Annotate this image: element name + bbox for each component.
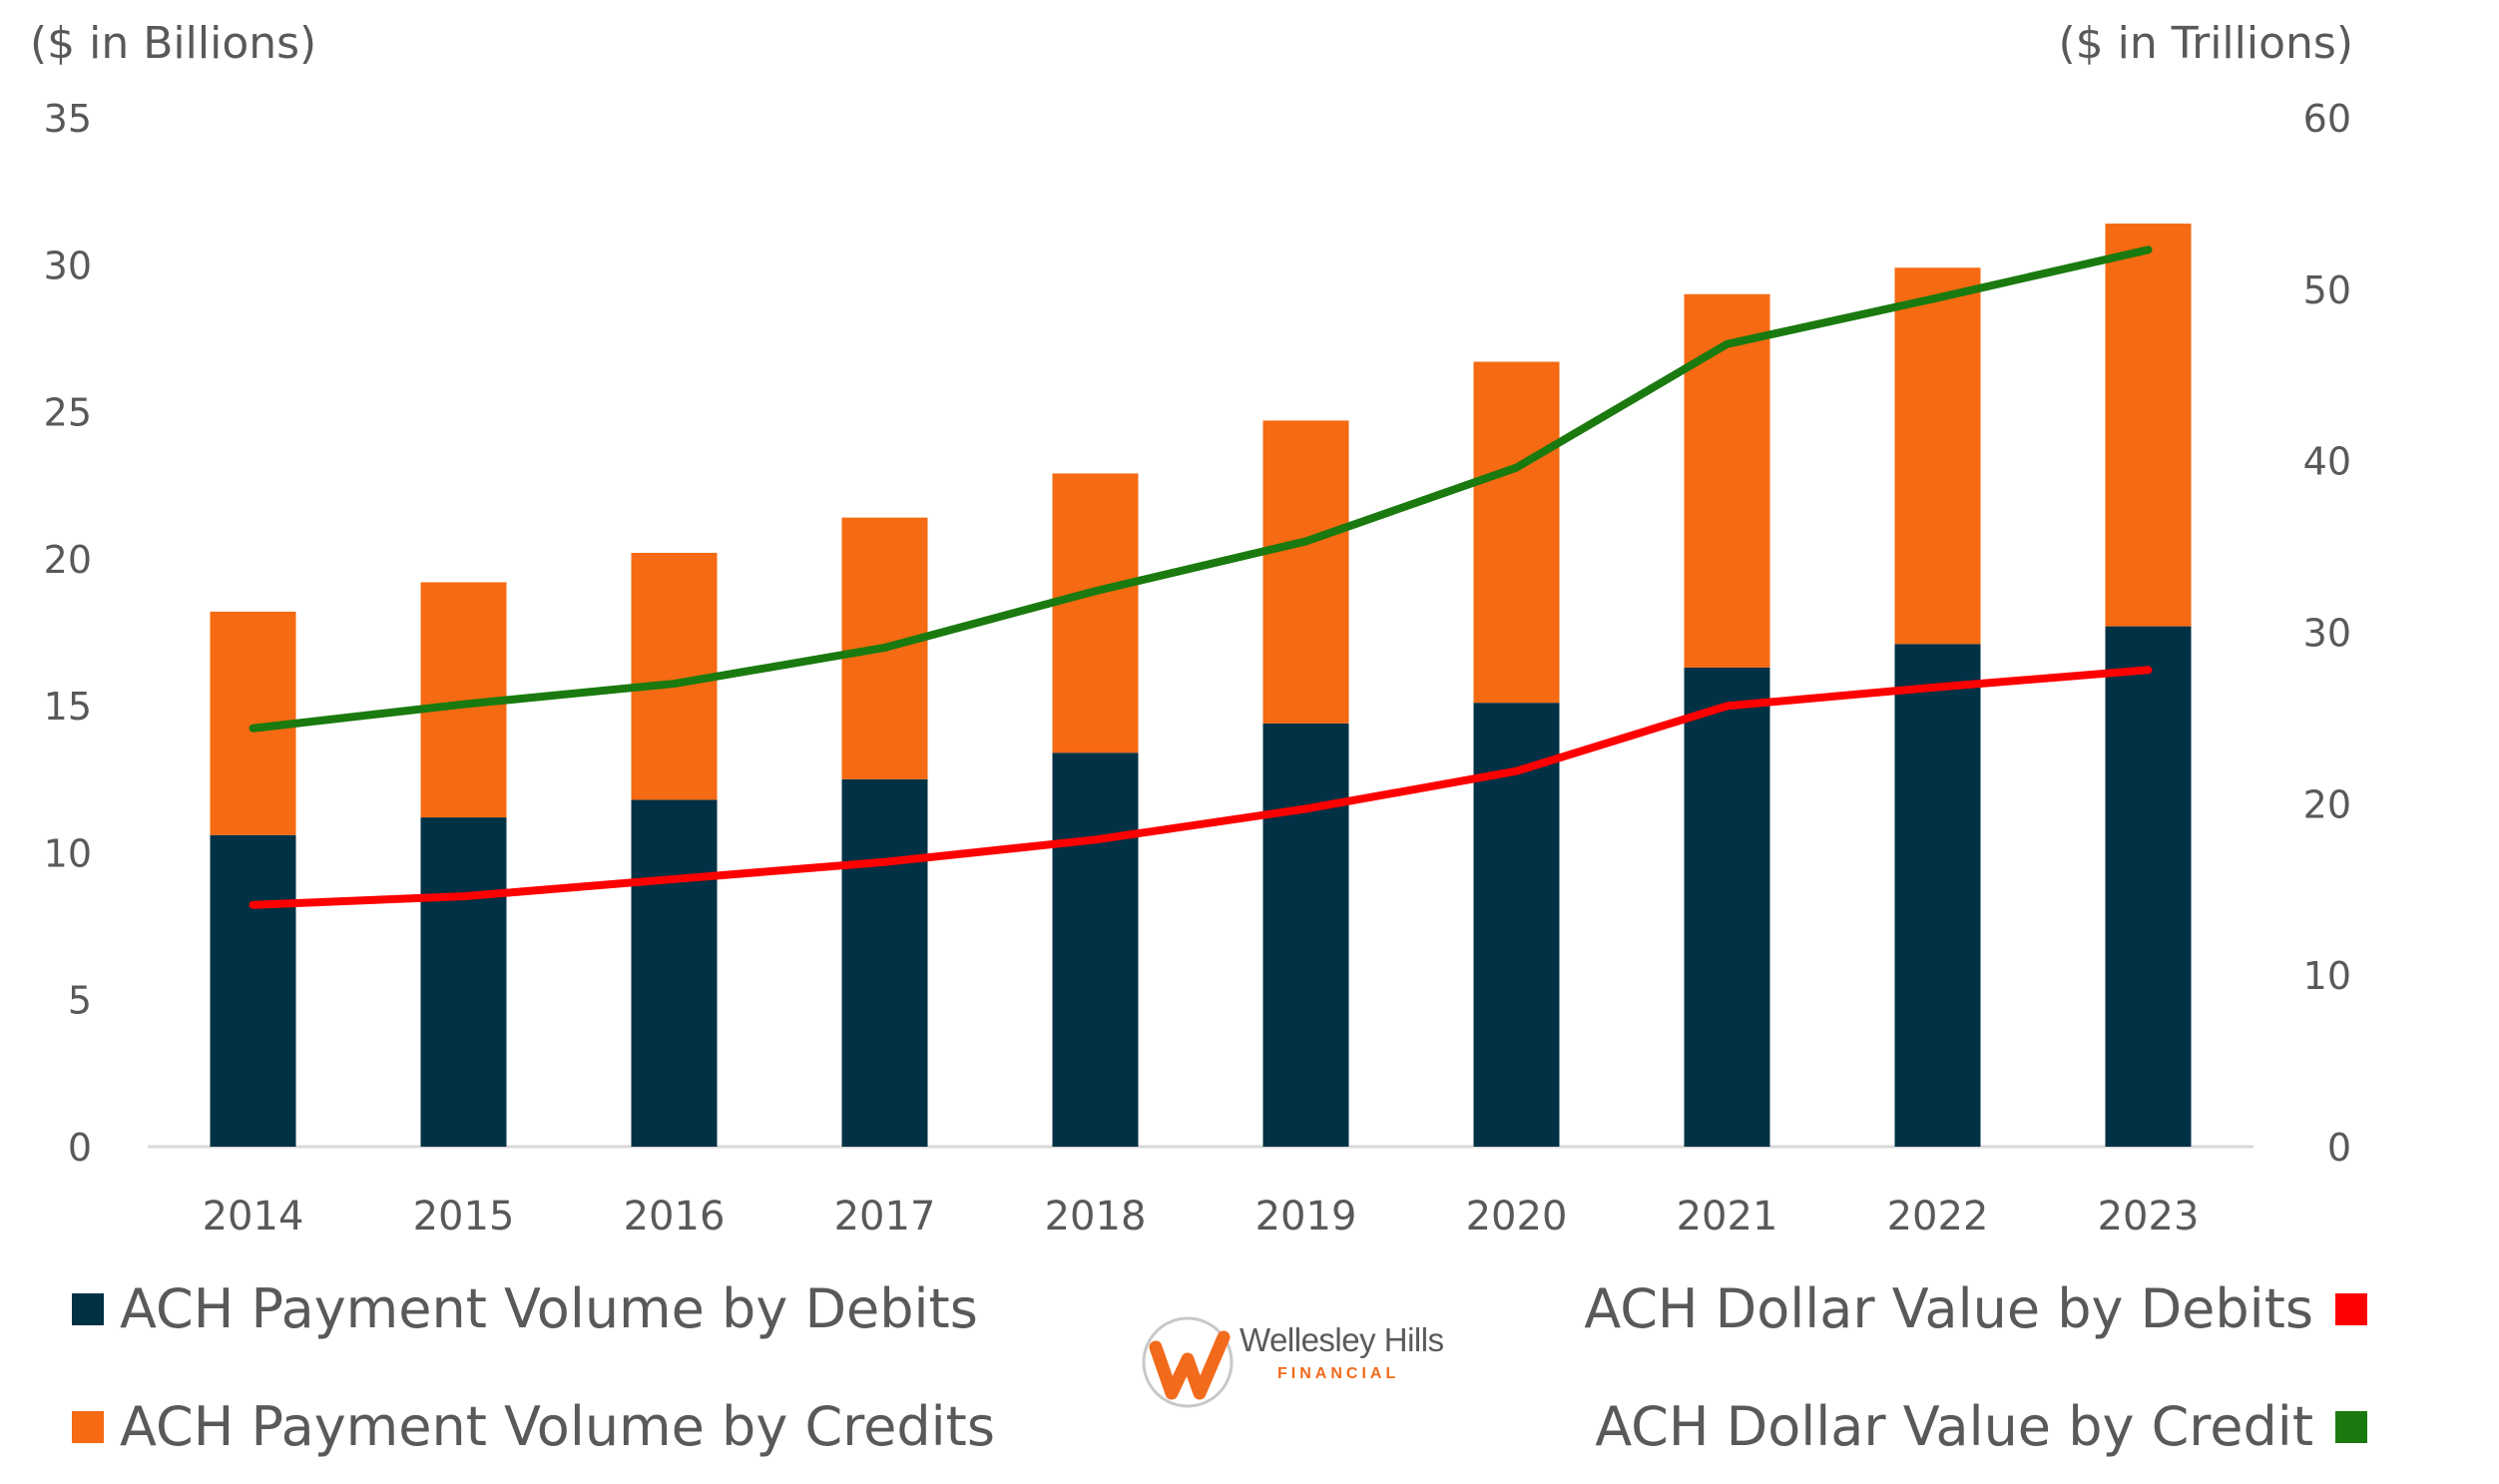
line-debits-value — [249, 666, 2153, 909]
bar-credits-volume-2018 — [1052, 473, 1139, 753]
x-axis-tick-label: 2022 — [1887, 1194, 1989, 1239]
legend-label-credits-value: ACH Dollar Value by Credit — [1595, 1395, 2313, 1458]
bar-debits-volume-2017 — [841, 778, 928, 1147]
bar-credits-volume-2022 — [1894, 267, 1981, 645]
left-axis-tick-label: 20 — [44, 538, 92, 582]
x-axis-tick-label: 2015 — [413, 1194, 515, 1239]
x-axis-tick-label: 2020 — [1466, 1194, 1568, 1239]
bar-debits-volume-2014 — [210, 834, 296, 1147]
bar-debits-volume-2016 — [631, 799, 718, 1147]
left-axis-tick-label: 35 — [44, 97, 92, 141]
bar-debits-volume-2015 — [420, 817, 507, 1147]
x-axis-tick-label: 2023 — [2098, 1194, 2200, 1239]
legend-item-credits-value: ACH Dollar Value by Credit — [1595, 1395, 2367, 1458]
bar-credits-volume-2020 — [1473, 361, 1560, 704]
right-axis-title: ($ in Trillions) — [2058, 18, 2353, 69]
left-axis-title: ($ in Billions) — [30, 18, 317, 69]
legend-label-debits-value: ACH Dollar Value by Debits — [1584, 1277, 2313, 1340]
right-axis-tick-label: 0 — [2327, 1126, 2351, 1170]
legend-swatch-debits-value — [2335, 1292, 2367, 1325]
x-axis-tick-label: 2017 — [834, 1194, 936, 1239]
logo-subtitle: FINANCIAL — [1277, 1365, 1400, 1382]
left-axis-ticks: 0 5 10 15 20 25 30 35 — [44, 97, 92, 1170]
legend-item-credits-volume: ACH Payment Volume by Credits — [72, 1395, 995, 1458]
x-axis-tick-label: 2021 — [1677, 1194, 1778, 1239]
right-axis-ticks: 0 10 20 30 40 50 60 — [2303, 97, 2351, 1170]
legend-swatch-credits-value — [2335, 1410, 2367, 1443]
legend-label-debits-volume: ACH Payment Volume by Debits — [120, 1277, 978, 1340]
legend-item-debits-value: ACH Dollar Value by Debits — [1584, 1277, 2367, 1340]
bar-debits-volume-2019 — [1262, 723, 1349, 1147]
bar-debits-volume-2022 — [1894, 644, 1981, 1147]
bars-layer — [210, 224, 2192, 1147]
right-axis-tick-label: 20 — [2303, 782, 2351, 826]
left-axis-tick-label: 5 — [68, 979, 92, 1023]
left-axis-tick-label: 10 — [44, 831, 92, 875]
legend-swatch-debits-volume — [72, 1292, 104, 1325]
legend-label-credits-volume: ACH Payment Volume by Credits — [120, 1395, 995, 1458]
bar-credits-volume-2023 — [2105, 224, 2192, 627]
lines-layer — [249, 246, 2153, 909]
right-axis-tick-label: 30 — [2303, 612, 2351, 656]
right-axis-tick-label: 50 — [2303, 268, 2351, 312]
legend-swatch-credits-volume — [72, 1410, 104, 1443]
logo-mark-icon — [1142, 1316, 1234, 1408]
x-axis-tick-label: 2018 — [1045, 1194, 1147, 1239]
x-axis-tick-label: 2016 — [624, 1194, 726, 1239]
right-axis-tick-label: 40 — [2303, 440, 2351, 484]
bar-debits-volume-2021 — [1684, 667, 1770, 1147]
legend-item-debits-volume: ACH Payment Volume by Debits — [72, 1277, 978, 1340]
x-axis-tick-label: 2019 — [1255, 1194, 1357, 1239]
logo-name: Wellesley Hills — [1240, 1321, 1444, 1358]
line-credits-value — [249, 246, 2153, 733]
bar-credits-volume-2021 — [1684, 293, 1770, 668]
x-axis-tick-label: 2014 — [203, 1194, 304, 1239]
left-axis-tick-label: 30 — [44, 244, 92, 287]
bar-debits-volume-2023 — [2105, 626, 2192, 1147]
x-axis-ticks: 2014 2015 2016 2017 2018 2019 2020 2021 2022 2023 — [203, 1194, 2200, 1239]
bar-credits-volume-2019 — [1262, 420, 1349, 724]
right-axis-tick-label: 10 — [2303, 954, 2351, 998]
left-axis-tick-label: 0 — [68, 1126, 92, 1170]
right-axis-tick-label: 60 — [2303, 97, 2351, 141]
left-axis-tick-label: 15 — [44, 685, 92, 729]
company-logo: Wellesley Hills FINANCIAL — [1138, 1307, 1444, 1417]
bar-debits-volume-2018 — [1052, 752, 1139, 1147]
left-axis-tick-label: 25 — [44, 391, 92, 435]
